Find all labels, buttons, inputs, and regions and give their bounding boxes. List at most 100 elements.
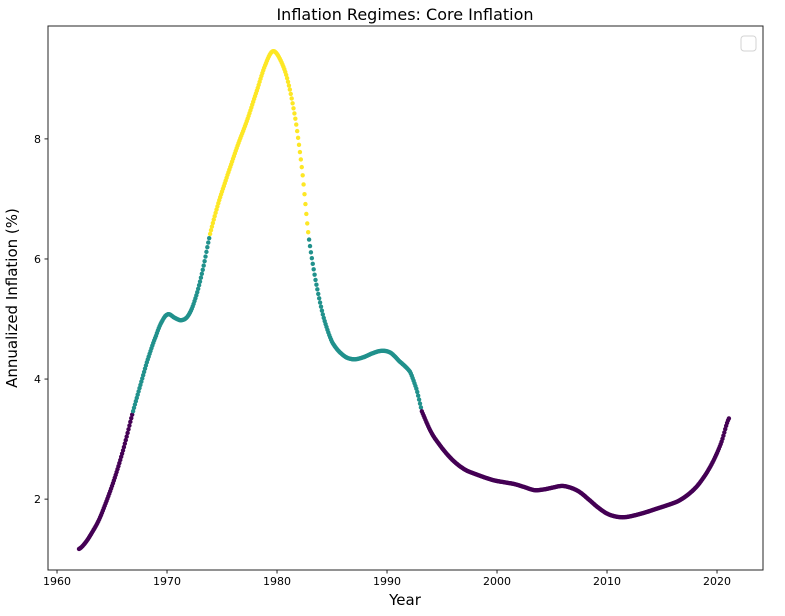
data-point [198, 275, 204, 280]
data-point [295, 135, 301, 141]
x-tick-label: 2000 [483, 575, 511, 588]
y-tick-label: 6 [34, 253, 41, 266]
y-tick-label: 4 [34, 373, 41, 386]
scatter-series-core-inflation [76, 49, 732, 552]
data-point [290, 101, 295, 106]
data-point [129, 415, 134, 421]
data-point [126, 427, 131, 432]
data-point [212, 214, 217, 219]
data-point [129, 412, 135, 417]
data-point [123, 437, 128, 443]
data-point [205, 245, 210, 250]
data-point [208, 228, 214, 233]
data-point [136, 389, 141, 394]
data-point [314, 282, 319, 287]
data-point [288, 91, 293, 97]
data-point [320, 312, 326, 317]
y-tick-label: 8 [34, 133, 41, 146]
data-point [415, 389, 420, 395]
data-point [292, 111, 297, 116]
data-point [206, 235, 212, 241]
data-point [294, 122, 299, 127]
x-tick-label: 1980 [263, 575, 291, 588]
data-point [284, 75, 290, 81]
data-point [310, 261, 315, 267]
data-point [202, 258, 207, 264]
data-point [312, 272, 317, 277]
data-point [195, 286, 201, 291]
y-axis-ticks: 2 4 6 8 [34, 133, 48, 506]
x-tick-label: 1990 [373, 575, 401, 588]
data-point [200, 267, 205, 273]
data-point [204, 249, 209, 255]
data-point [125, 430, 130, 436]
x-tick-label: 1960 [43, 575, 71, 588]
data-point [130, 408, 136, 414]
data-point [203, 254, 208, 259]
data-point [122, 441, 128, 446]
x-tick-label: 2010 [593, 575, 621, 588]
data-point [294, 128, 300, 134]
data-point [305, 230, 311, 235]
y-axis-label: Annualized Inflation (%) [3, 208, 21, 388]
data-point [416, 397, 422, 402]
data-point [726, 416, 732, 421]
data-point [286, 83, 292, 88]
data-point [128, 419, 133, 425]
data-point [418, 405, 424, 410]
data-point [297, 149, 303, 155]
data-point [285, 79, 291, 85]
data-point [196, 283, 202, 288]
data-point [120, 448, 126, 453]
data-point [199, 271, 205, 276]
data-point [195, 289, 200, 295]
data-point [291, 106, 296, 111]
data-point [306, 237, 312, 242]
data-point [303, 201, 308, 207]
data-point [308, 250, 314, 255]
x-axis-ticks: 1960 1970 1980 1990 2000 2010 2020 [43, 570, 731, 588]
data-point [311, 267, 316, 272]
data-point [287, 87, 293, 92]
data-point [721, 433, 726, 438]
data-point [210, 220, 216, 226]
data-point [301, 182, 306, 187]
data-point [293, 116, 298, 121]
data-point [315, 287, 320, 292]
data-point [127, 423, 132, 428]
data-point [289, 96, 294, 101]
data-point [211, 217, 216, 222]
data-point [209, 224, 215, 229]
data-point [131, 405, 137, 410]
plot-frame [47, 25, 764, 571]
data-point [201, 263, 206, 268]
data-point [207, 231, 213, 237]
x-tick-label: 1970 [153, 575, 181, 588]
data-point [302, 191, 307, 197]
data-point [313, 277, 318, 283]
data-point [300, 173, 305, 178]
data-point [722, 430, 727, 435]
data-point [304, 211, 309, 217]
data-point [307, 243, 313, 249]
data-point [121, 444, 127, 450]
data-point [316, 296, 322, 301]
data-point [206, 240, 211, 245]
y-tick-label: 2 [34, 493, 41, 506]
chart-title: Inflation Regimes: Core Inflation [276, 5, 533, 24]
data-point [309, 255, 315, 261]
data-point [299, 164, 304, 170]
data-point [319, 308, 325, 313]
data-point [318, 304, 324, 309]
x-tick-label: 2020 [703, 575, 731, 588]
data-point [417, 401, 423, 406]
data-point [316, 291, 321, 297]
x-axis-label: Year [388, 591, 422, 609]
data-point [296, 142, 302, 148]
data-point [298, 157, 304, 162]
data-point [317, 300, 323, 305]
data-point [415, 393, 421, 398]
legend-box-empty [740, 35, 757, 52]
